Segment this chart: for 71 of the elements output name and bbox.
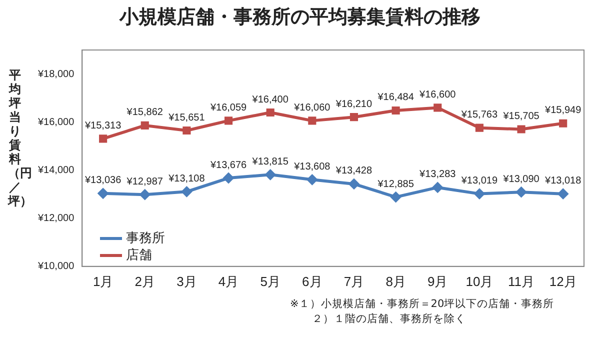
data-label: ¥15,862 <box>126 107 164 118</box>
data-label: ¥13,018 <box>544 176 582 187</box>
point <box>348 178 360 190</box>
chart-title: 小規模店舗・事務所の平均募集賃料の推移 <box>118 5 482 30</box>
legend-label: 事務所 <box>126 230 165 247</box>
data-label: ¥13,815 <box>251 156 289 168</box>
data-label: ¥15,313 <box>84 120 122 132</box>
point <box>432 182 444 193</box>
data-label: ¥16,484 <box>376 92 414 104</box>
legend-label: 店舗 <box>126 247 152 264</box>
data-label: ¥12,885 <box>376 178 414 190</box>
point <box>474 188 485 200</box>
data-label: ¥13,428 <box>334 166 372 177</box>
y-tick-label: ¥16,000 <box>36 116 75 128</box>
x-tick-label: 2月 <box>134 274 155 289</box>
y-tick-label: ¥10,000 <box>36 261 75 272</box>
x-tick-label: 4月 <box>218 274 239 289</box>
x-tick-label: 9月 <box>428 274 448 289</box>
data-label: ¥15,949 <box>544 105 582 116</box>
x-tick-label: 8月 <box>386 274 406 289</box>
data-label: ¥12,987 <box>126 176 164 188</box>
data-label: ¥13,608 <box>293 161 331 172</box>
data-label: ¥13,036 <box>84 175 122 186</box>
data-label: ¥16,059 <box>209 102 248 114</box>
point <box>182 126 191 135</box>
point <box>350 113 358 122</box>
point <box>99 134 108 143</box>
point <box>559 119 568 128</box>
x-tick-label: 3月 <box>176 274 197 289</box>
x-tick-label: 6月 <box>302 274 322 289</box>
y-tick-label: ¥12,000 <box>36 213 75 224</box>
point <box>475 124 484 132</box>
data-label: ¥16,210 <box>334 98 372 110</box>
data-label: ¥13,676 <box>209 160 248 171</box>
point <box>434 104 442 112</box>
point <box>98 188 109 199</box>
point <box>517 125 526 134</box>
point <box>266 108 274 117</box>
data-label: ¥16,060 <box>293 102 331 114</box>
data-label: ¥13,283 <box>418 169 456 180</box>
x-tick-label: 11月 <box>508 274 535 289</box>
data-label: ¥13,019 <box>460 176 498 187</box>
point <box>392 106 400 115</box>
point <box>181 186 192 198</box>
point <box>223 172 234 184</box>
y-tick-label: ¥18,000 <box>36 68 75 80</box>
x-tick-label: 1月 <box>92 274 114 289</box>
point <box>558 188 569 200</box>
point <box>264 169 276 180</box>
point <box>516 186 527 198</box>
y-tick-label: ¥14,000 <box>36 164 75 176</box>
data-label: ¥15,763 <box>460 110 498 121</box>
point <box>224 116 233 125</box>
point <box>140 121 149 130</box>
text: 平均坪当り賃料（円／坪） <box>8 68 32 208</box>
data-label: ¥16,400 <box>251 94 289 106</box>
data-label: ¥15,651 <box>168 112 206 124</box>
data-label: ¥16,600 <box>418 89 456 100</box>
point <box>390 192 402 203</box>
point <box>306 174 318 186</box>
x-tick-label: 12月 <box>549 274 577 289</box>
x-tick-label: 7月 <box>344 274 364 289</box>
data-label: ¥13,108 <box>168 173 206 184</box>
data-label: ¥13,090 <box>502 174 540 185</box>
point <box>308 116 316 125</box>
text: ２）１階の店舗、事務所を除く <box>311 312 467 327</box>
data-label: ¥15,705 <box>502 110 540 122</box>
x-tick-label: 5月 <box>260 274 280 289</box>
text: ※１）小規模店舗・事務所＝20坪以下の店舗・事務所 <box>290 297 554 312</box>
x-tick-label: 10月 <box>466 274 494 289</box>
point <box>139 189 150 200</box>
